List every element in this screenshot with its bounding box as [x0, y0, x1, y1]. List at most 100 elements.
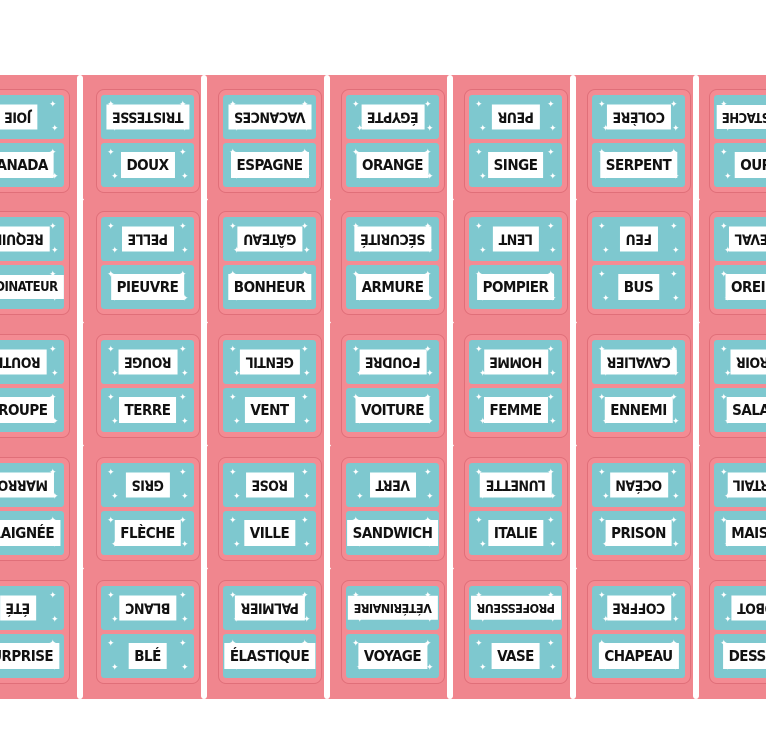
card-word: POMPIER	[477, 275, 554, 299]
word-card[interactable]: ✦ ✦ ✦ ✦ BLANC ✦ ✦ ✦ ✦ BLÉ	[96, 580, 200, 684]
card-word-upside-down: PELLE	[122, 227, 173, 251]
sparkle-icon: ✦	[670, 516, 678, 526]
sparkle-icon: ✦	[602, 492, 610, 502]
word-card[interactable]: ✦ ✦ ✦ ✦ GENTIL ✦ ✦ ✦ ✦ VENT	[218, 334, 322, 438]
sparkle-icon: ✦	[426, 246, 434, 256]
word-card[interactable]: ✦✦✦✦JOIE✦✦✦✦CANADA	[0, 89, 70, 193]
card-top-panel: ✦ ✦ ✦ ✦ PELLE	[101, 217, 194, 261]
word-card[interactable]: ✦✦✦✦MOUSTACHE✦✦✦✦OURS	[709, 89, 766, 193]
sparkle-icon: ✦	[475, 222, 483, 232]
sparkle-icon: ✦	[181, 124, 189, 134]
column-separator	[570, 75, 576, 699]
sparkle-icon: ✦	[181, 417, 189, 427]
word-card[interactable]: ✦✦✦✦LENT✦✦✦✦POMPIER	[464, 211, 568, 315]
card-bottom-panel: ✦ ✦ ✦ ✦ FLÈCHE	[101, 511, 194, 555]
card-bottom-panel: ✦✦✦✦ORANGE	[346, 143, 439, 187]
sparkle-icon: ✦	[301, 393, 309, 403]
card-top-panel: ✦✦✦✦REQUIN	[0, 217, 64, 261]
card-word-upside-down: REQUIN	[0, 227, 49, 251]
word-card[interactable]: ✦✦✦✦ÉGYPTE✦✦✦✦ORANGE	[341, 89, 445, 193]
card-bottom-panel: ✦✦✦✦ÉLASTIQUE	[223, 634, 316, 678]
word-card[interactable]: ✦ ✦ ✦ ✦ GRIS ✦ ✦ ✦ ✦ FLÈCHE	[96, 457, 200, 561]
card-word: VOITURE	[356, 398, 429, 422]
card-top-panel: ✦✦✦✦MOUSTACHE	[714, 95, 766, 139]
sparkle-icon: ✦	[424, 468, 432, 478]
word-card[interactable]: ✦✦✦✦VACANCES✦✦✦✦ESPAGNE	[218, 89, 322, 193]
word-card[interactable]: ✦✦✦✦PALMIER✦✦✦✦ÉLASTIQUE	[218, 580, 322, 684]
word-card[interactable]: ✦✦✦✦COLÈRE✦✦✦✦SERPENT	[587, 89, 691, 193]
card-word-upside-down: ROUGE	[118, 350, 177, 374]
sparkle-icon: ✦	[424, 639, 432, 649]
card-top-panel: ✦✦✦✦PORTAIL	[714, 463, 766, 507]
sparkle-icon: ✦	[111, 124, 119, 134]
word-card[interactable]: ✦✦✦✦GÂTEAU✦✦✦✦BONHEUR	[218, 211, 322, 315]
word-card[interactable]: ✦✦✦✦SÉCURITÉ✦✦✦✦ARMURE	[341, 211, 445, 315]
sparkle-icon: ✦	[352, 468, 360, 478]
sparkle-icon: ✦	[547, 468, 555, 478]
word-card[interactable]: ✦✦✦✦REQUIN✦✦✦✦ORDINATEUR	[0, 211, 70, 315]
card-word-upside-down: HOMME	[484, 350, 547, 374]
sparkle-icon: ✦	[549, 246, 557, 256]
word-card[interactable]: ✦ ✦ ✦ ✦ FEU ✦ ✦ ✦ ✦ BUS	[587, 211, 691, 315]
sparkle-icon: ✦	[547, 516, 555, 526]
card-top-panel: ✦ ✦ ✦ ✦ PALMIER	[223, 586, 316, 630]
word-card[interactable]: ✦ ✦ ✦ ✦ LUNETTE ✦ ✦ ✦ ✦ ITALIE	[464, 457, 568, 561]
card-word: BUS	[618, 275, 659, 299]
word-card[interactable]: ✦✦✦✦ROBOT✦✦✦✦DESSERT	[709, 580, 766, 684]
sparkle-icon: ✦	[49, 345, 57, 355]
card-top-panel: ✦ ✦ ✦ ✦ ROSE	[223, 463, 316, 507]
word-card[interactable]: ✦✦✦✦CAVALIER✦✦✦✦ENNEMI	[587, 334, 691, 438]
card-bottom-panel: ✦ ✦ ✦ ✦ BLÉ	[101, 634, 194, 678]
card-word-upside-down: CHEVAL	[729, 227, 766, 251]
card-top-panel: ✦ ✦ ✦ ✦ GÂTEAU	[223, 217, 316, 261]
sparkle-icon: ✦	[670, 100, 678, 110]
sparkle-icon: ✦	[356, 246, 364, 256]
sparkle-icon: ✦	[179, 345, 187, 355]
word-card[interactable]: ✦ ✦ ✦ ✦ HOMME ✦ ✦ ✦ ✦ FEMME	[464, 334, 568, 438]
word-card[interactable]: ✦✦✦✦PORTAIL✦✦✦✦MAISON	[709, 457, 766, 561]
card-bottom-panel: ✦✦✦✦GROUPE	[0, 388, 64, 432]
word-card[interactable]: ✦ ✦ ✦ ✦ ROSE ✦ ✦ ✦ ✦ VILLE	[218, 457, 322, 561]
sparkle-icon: ✦	[426, 294, 434, 304]
word-card[interactable]: ✦✦✦✦MARRON✦✦✦✦ARAIGNÉE	[0, 457, 70, 561]
word-card[interactable]: ✦✦✦✦ÉTÉ✦✦✦✦SURPRISE	[0, 580, 70, 684]
word-card[interactable]: ✦✦✦✦COFFRE✦✦✦✦CHAPEAU	[587, 580, 691, 684]
word-card[interactable]: ✦ ✦ ✦ ✦ PEUR ✦ ✦ ✦ ✦ SINGE	[464, 89, 568, 193]
card-word: ARMURE	[356, 275, 429, 299]
sparkle-icon: ✦	[724, 369, 732, 379]
word-card[interactable]: ✦✦✦✦CHEVAL✦✦✦✦OREILLE	[709, 211, 766, 315]
word-card[interactable]: ✦✦✦✦FOUDRE✦✦✦✦VOITURE	[341, 334, 445, 438]
card-top-panel: ✦✦✦✦MARRON	[0, 463, 64, 507]
word-card[interactable]: ✦✦✦✦VERT✦✦✦✦SANDWICH	[341, 457, 445, 561]
sparkle-icon: ✦	[111, 492, 119, 502]
card-top-panel: ✦✦✦✦JOIE	[0, 95, 64, 139]
sparkle-icon: ✦	[426, 663, 434, 673]
sparkle-icon: ✦	[303, 540, 311, 550]
word-card[interactable]: ✦✦✦✦PELLE✦✦✦✦PIEUVRE	[96, 211, 200, 315]
sparkle-icon: ✦	[352, 148, 360, 158]
card-bottom-panel: ✦ ✦ ✦ ✦ SINGE	[469, 143, 562, 187]
sparkle-icon: ✦	[670, 346, 678, 355]
word-card[interactable]: ✦ ✦ ✦ ✦ VÉTÉRINAIRE ✦ ✦ ✦ ✦ VOYAGE	[341, 580, 445, 684]
card-word: GROUPE	[0, 398, 53, 422]
card-word-upside-down: GRIS	[126, 473, 169, 497]
word-card[interactable]: ✦ ✦ ✦ ✦ PROFESSEUR ✦ ✦ ✦ ✦ VASE	[464, 580, 568, 684]
sparkle-icon: ✦	[547, 100, 555, 110]
word-card[interactable]: ✦✦✦✦ROUTE✦✦✦✦GROUPE	[0, 334, 70, 438]
sparkle-icon: ✦	[479, 369, 487, 379]
card-top-panel: ✦ ✦ ✦ ✦TRISTESSE	[101, 95, 194, 139]
word-card[interactable]: ✦✦✦✦TRISTESSE✦✦✦✦DOUX	[96, 89, 200, 193]
card-word: ENNEMI	[605, 398, 672, 422]
word-card[interactable]: ✦ ✦ ✦ ✦ OCÉAN ✦ ✦ ✦ ✦ PRISON	[587, 457, 691, 561]
card-bottom-panel: ✦✦✦✦POMPIER	[469, 265, 562, 309]
sparkle-icon: ✦	[426, 417, 434, 427]
card-top-panel: ✦ ✦ ✦ ✦VACANCES	[223, 95, 316, 139]
word-card[interactable]: ✦ ✦ ✦ ✦ ROUGE ✦ ✦ ✦ ✦ TERRE	[96, 334, 200, 438]
sparkle-icon: ✦	[233, 417, 241, 427]
sparkle-icon: ✦	[49, 222, 57, 232]
sparkle-icon: ✦	[547, 345, 555, 355]
word-card[interactable]: ✦✦✦✦MIROIR✦✦✦✦SALADE	[709, 334, 766, 438]
card-top-panel: ✦ ✦ ✦ ✦ VERT	[346, 463, 439, 507]
sparkle-icon: ✦	[724, 172, 732, 182]
sparkle-icon: ✦	[724, 246, 732, 256]
